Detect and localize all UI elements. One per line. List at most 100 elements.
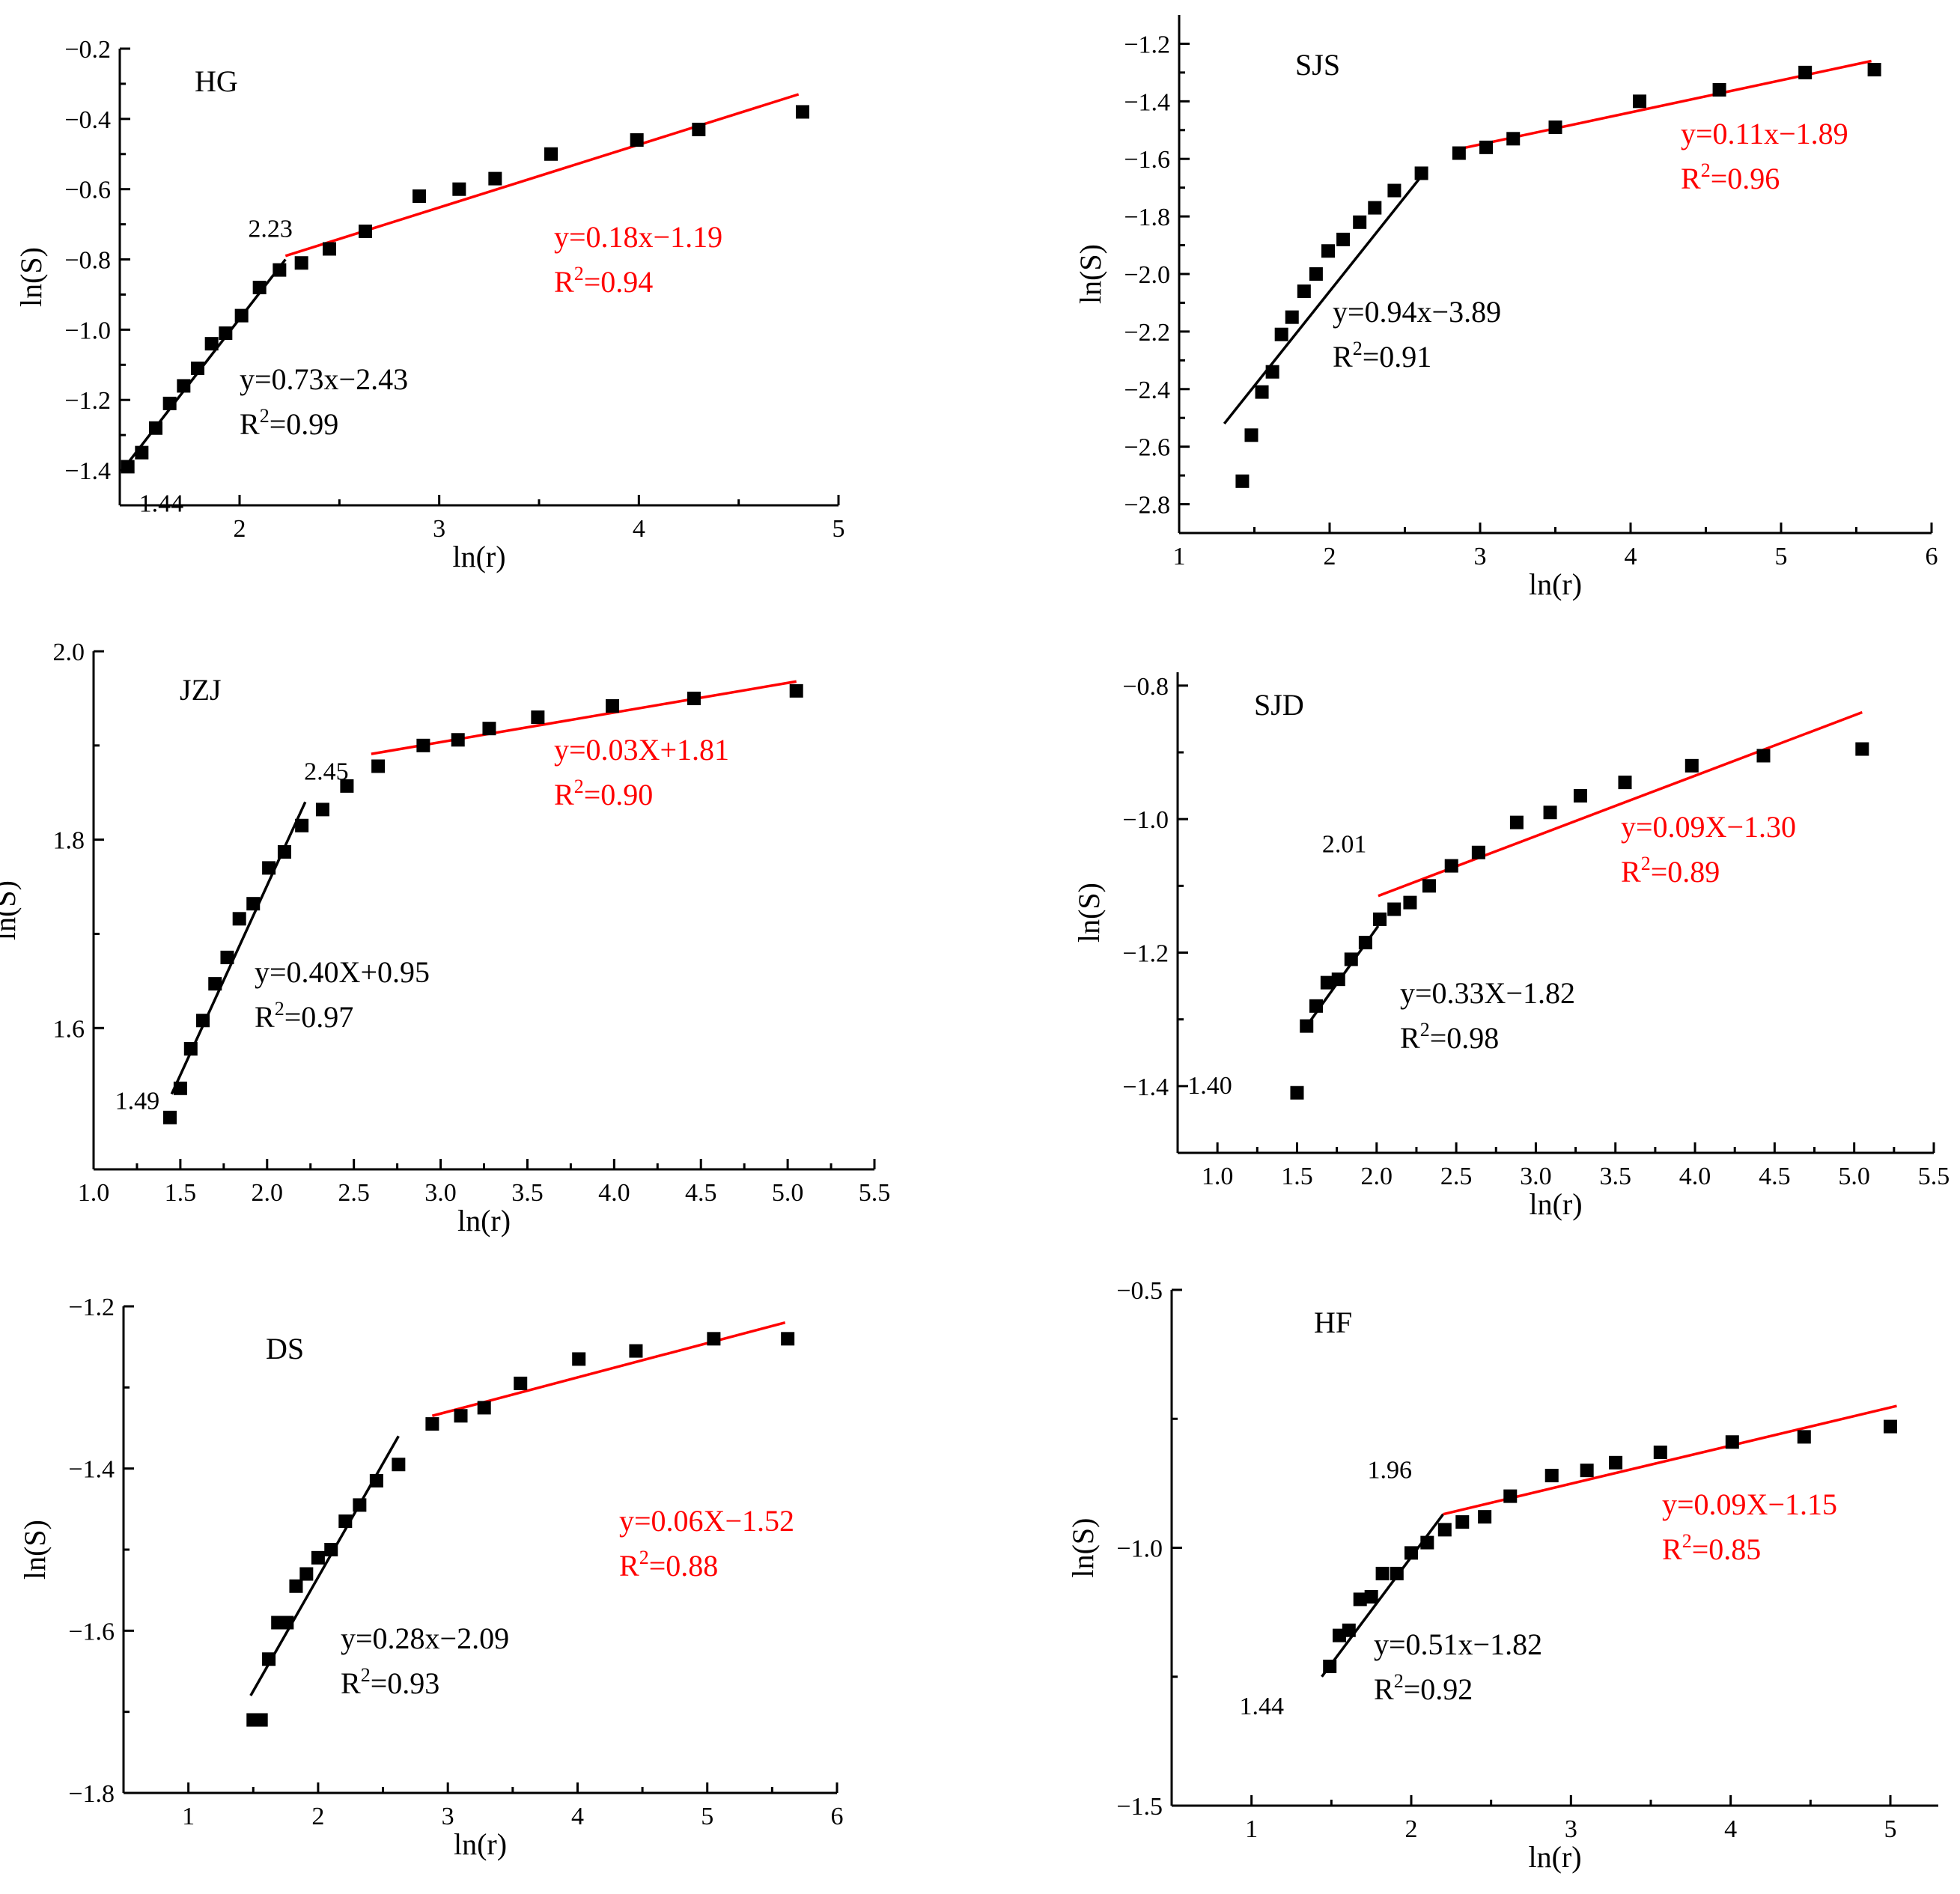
y-tick-label: −1.0	[1122, 806, 1169, 834]
data-point	[315, 803, 329, 817]
fit-line-steep	[1223, 175, 1422, 425]
x-tick-label: 5	[1775, 543, 1788, 570]
x-tick-label: 3.0	[424, 1179, 457, 1207]
y-tick-label: −1.4	[1124, 88, 1170, 116]
data-point	[416, 738, 430, 752]
x-tick-label: 2.0	[252, 1179, 284, 1207]
data-point	[323, 242, 336, 256]
chart-panel-sjs: 1 2 3 4 5 6 −2.8 −2.6 −2.4 −2.2 −2.0 −1.8 −1.6 −1.4 −1…	[1074, 15, 1938, 601]
data-point	[1244, 428, 1259, 442]
x-tick-label: 1	[1173, 543, 1186, 570]
data-point	[1309, 999, 1323, 1013]
data-point	[452, 182, 466, 196]
data-point	[1618, 776, 1632, 790]
data-point	[277, 844, 291, 859]
data-point	[1471, 845, 1485, 859]
fit-r-squared: R2=0.90	[554, 776, 653, 812]
fit-r-squared: R2=0.94	[554, 263, 653, 299]
x-tick-label: 6	[831, 1803, 844, 1830]
y-tick-label: 2.0	[53, 639, 85, 666]
data-point	[514, 1376, 528, 1390]
y-tick-label: −0.8	[1122, 673, 1169, 701]
data-point	[477, 1401, 491, 1415]
data-point	[1422, 879, 1436, 893]
data-point	[183, 1041, 198, 1056]
data-point	[1235, 474, 1250, 488]
y-tick-label: −1.0	[64, 317, 111, 344]
breakpoint-label: 1.44	[139, 490, 184, 517]
data-point	[1855, 742, 1869, 756]
data-point	[488, 171, 502, 186]
data-point	[135, 445, 149, 460]
fit-line-shallow	[1378, 710, 1863, 898]
data-point	[1274, 327, 1288, 341]
data-point	[1373, 912, 1387, 926]
y-tick-label: −1.2	[68, 1294, 115, 1321]
data-point	[1375, 1566, 1390, 1580]
y-tick-label: −1.8	[68, 1780, 115, 1808]
x-tick-label: 4	[1625, 543, 1637, 570]
data-point	[219, 326, 233, 341]
data-point	[121, 460, 135, 474]
data-point	[1309, 267, 1323, 281]
fit-equation: y=0.06X−1.52	[619, 1504, 794, 1538]
data-point	[1756, 749, 1771, 763]
data-point	[1321, 244, 1335, 258]
data-point	[295, 818, 309, 832]
data-point	[1255, 385, 1269, 399]
x-tick-label: 1.0	[78, 1179, 110, 1207]
y-tick-label: −1.6	[68, 1618, 115, 1645]
x-axis-title: ln(r)	[1528, 1840, 1581, 1874]
data-point	[273, 263, 287, 277]
data-point	[359, 225, 372, 238]
breakpoint-label: 2.01	[1322, 830, 1367, 858]
data-point	[208, 977, 222, 991]
data-point	[1798, 65, 1813, 79]
data-point	[1478, 1510, 1492, 1524]
data-point	[707, 1332, 721, 1346]
y-axis-title: ln(S)	[1074, 244, 1107, 304]
x-tick-label: 5.0	[1838, 1163, 1870, 1190]
x-tick-label: 3	[433, 515, 445, 543]
x-tick-label: 1.5	[1281, 1163, 1313, 1190]
y-tick-label: −1.2	[64, 387, 111, 415]
breakpoint-label: 1.49	[115, 1087, 160, 1115]
data-point	[1452, 146, 1466, 160]
data-point	[196, 1014, 210, 1028]
data-point	[1285, 310, 1299, 324]
x-tick-label: 2	[234, 515, 246, 543]
x-tick-label: 4	[1724, 1815, 1737, 1843]
y-axis-title: ln(S)	[18, 1520, 52, 1580]
data-point	[572, 1352, 586, 1366]
fit-equation: y=0.18x−1.19	[554, 220, 722, 254]
data-point	[1509, 815, 1524, 829]
y-tick-label: 1.6	[53, 1015, 85, 1043]
y-tick-label: −1.4	[68, 1456, 115, 1484]
x-tick-label: 3.0	[1520, 1163, 1552, 1190]
data-point	[1368, 201, 1382, 215]
fit-r-squared: R2=0.97	[255, 998, 353, 1034]
breakpoint-label: 2.45	[304, 758, 349, 785]
data-point	[371, 759, 386, 773]
x-tick-label: 3.5	[511, 1179, 544, 1207]
data-point	[369, 1473, 383, 1488]
data-point	[413, 189, 426, 204]
data-point	[425, 1417, 439, 1431]
panel-title: DS	[266, 1332, 304, 1365]
fit-r-squared: R2=0.91	[1333, 338, 1431, 374]
panel-title: JZJ	[180, 673, 222, 707]
x-tick-label: 5	[701, 1803, 713, 1830]
x-tick-label: 3	[442, 1803, 454, 1830]
x-axis-title: ln(r)	[1529, 567, 1582, 601]
fit-equation: y=0.40X+0.95	[255, 955, 430, 989]
data-point	[454, 1409, 468, 1423]
fit-line-shallow	[1443, 1404, 1897, 1516]
data-point	[1353, 1592, 1367, 1607]
data-point	[280, 1616, 294, 1630]
data-point	[1420, 1535, 1434, 1550]
data-point	[1573, 788, 1587, 803]
y-axis-title: ln(S)	[0, 880, 22, 940]
data-point	[606, 698, 620, 713]
x-tick-label: 4.5	[685, 1179, 717, 1207]
